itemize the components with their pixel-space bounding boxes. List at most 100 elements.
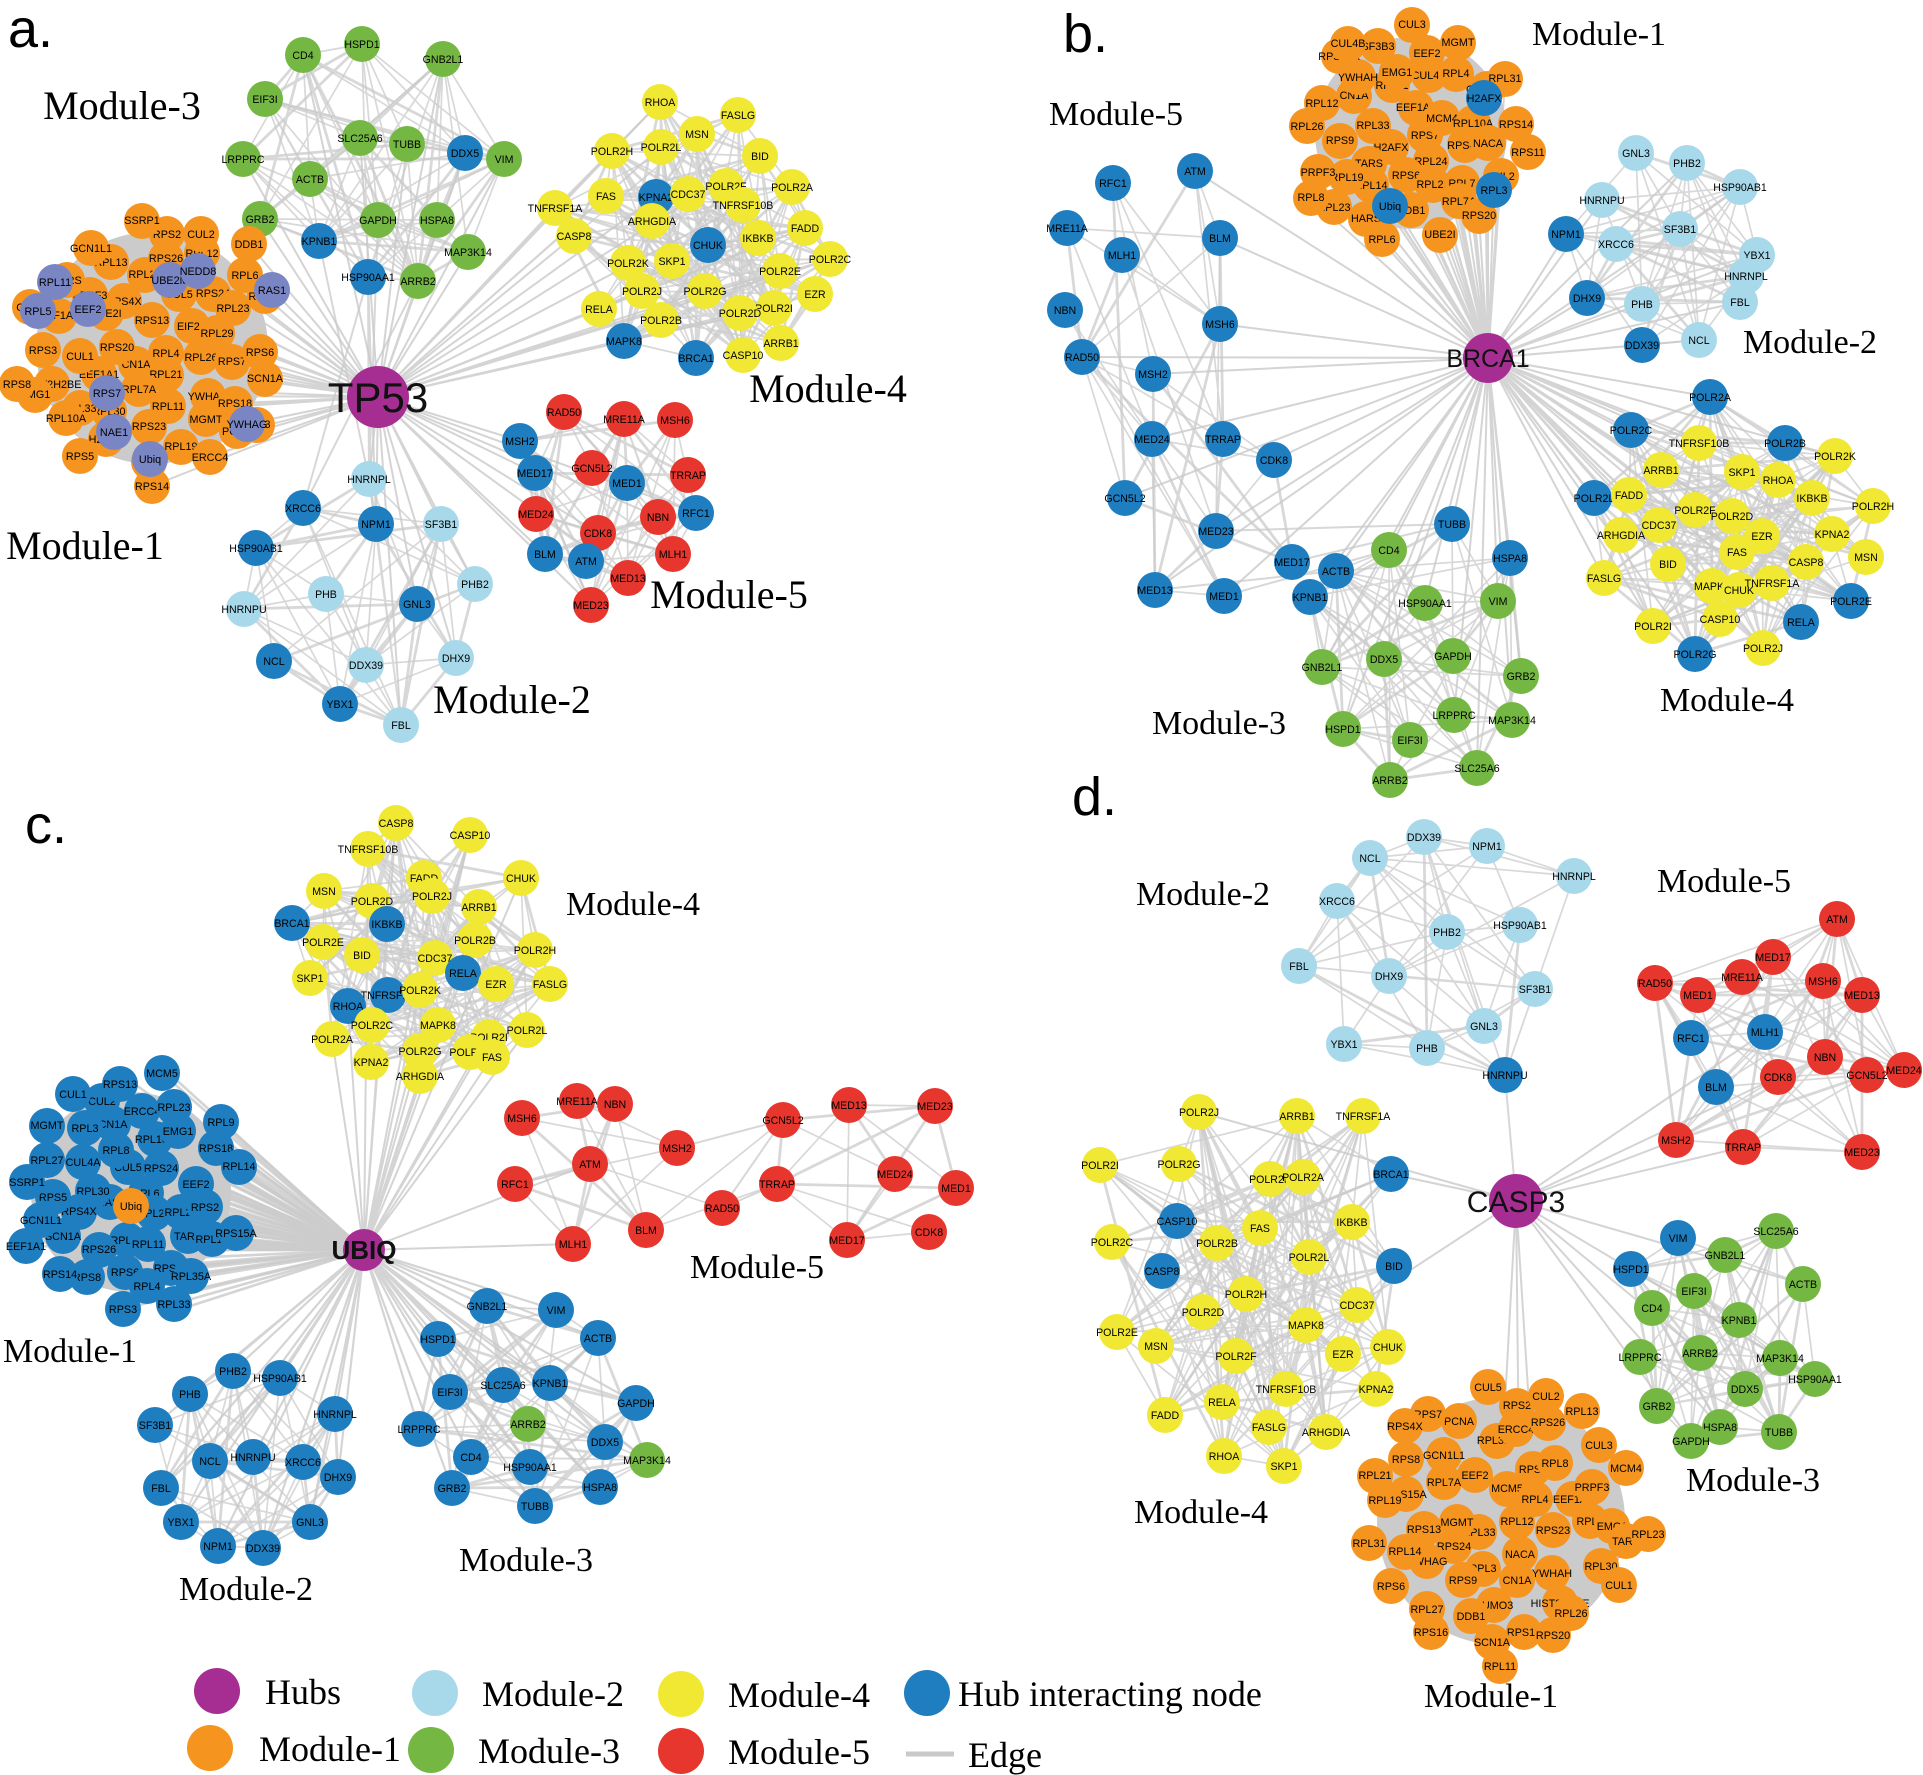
svg-text:H2AFX: H2AFX — [1467, 93, 1502, 105]
svg-text:EZR: EZR — [1332, 1349, 1354, 1361]
svg-text:CDC37: CDC37 — [418, 953, 453, 965]
svg-text:SF3B1: SF3B1 — [139, 1420, 171, 1432]
svg-text:RPL8: RPL8 — [1541, 1458, 1568, 1470]
svg-text:POLR2F: POLR2F — [1215, 1351, 1257, 1363]
svg-text:RPL3: RPL3 — [1480, 185, 1507, 197]
svg-text:BRCA1: BRCA1 — [1446, 345, 1529, 373]
svg-text:RPS15A: RPS15A — [215, 1228, 257, 1240]
svg-text:CHUK: CHUK — [693, 240, 723, 252]
svg-text:Module-3: Module-3 — [478, 1731, 620, 1771]
svg-text:HNRNPL: HNRNPL — [1724, 271, 1768, 283]
svg-text:Module-1: Module-1 — [3, 1333, 137, 1370]
svg-text:GNL3: GNL3 — [1470, 1021, 1498, 1033]
svg-text:GNB2L1: GNB2L1 — [467, 1301, 508, 1313]
svg-text:SKP1: SKP1 — [1270, 1461, 1297, 1473]
svg-text:Module-2: Module-2 — [179, 1571, 313, 1608]
svg-text:Hubs: Hubs — [265, 1672, 341, 1712]
svg-text:RPS6: RPS6 — [1392, 170, 1420, 182]
svg-text:MAP3K14: MAP3K14 — [1756, 1353, 1804, 1365]
svg-text:HSPD1: HSPD1 — [1325, 724, 1360, 736]
svg-text:CN1A: CN1A — [99, 1119, 129, 1131]
svg-text:MSN: MSN — [1854, 552, 1878, 564]
svg-text:GNB2L1: GNB2L1 — [423, 54, 464, 66]
svg-text:SKP1: SKP1 — [1728, 467, 1755, 479]
svg-text:RPS9: RPS9 — [1449, 1575, 1477, 1587]
svg-text:POLR2I: POLR2I — [755, 303, 793, 315]
svg-text:RPS23: RPS23 — [1536, 1525, 1570, 1537]
svg-text:RPL10A: RPL10A — [46, 413, 87, 425]
svg-text:RPS4X: RPS4X — [61, 1206, 96, 1218]
svg-text:HNRNPL: HNRNPL — [313, 1409, 357, 1421]
svg-text:POLR2J: POLR2J — [1179, 1107, 1219, 1119]
svg-text:SCN1A: SCN1A — [1474, 1637, 1511, 1649]
svg-text:SF3B1: SF3B1 — [1664, 224, 1696, 236]
svg-text:FASLG: FASLG — [1252, 1422, 1286, 1434]
svg-text:MED1: MED1 — [612, 478, 642, 490]
svg-text:MED24: MED24 — [518, 509, 553, 521]
svg-text:RPS8: RPS8 — [1392, 1454, 1420, 1466]
svg-text:TUBB: TUBB — [393, 139, 421, 151]
svg-text:GAPDH: GAPDH — [359, 215, 397, 227]
svg-text:BLM: BLM — [1209, 233, 1231, 245]
svg-text:RPS24: RPS24 — [144, 1163, 178, 1175]
svg-text:NPM1: NPM1 — [1551, 229, 1581, 241]
svg-text:EZR: EZR — [485, 979, 507, 991]
svg-text:BRCA1: BRCA1 — [1373, 1169, 1408, 1181]
svg-text:Module-5: Module-5 — [1657, 863, 1791, 900]
svg-text:FADD: FADD — [1151, 1410, 1180, 1422]
svg-text:POLR2G: POLR2G — [399, 1046, 442, 1058]
svg-text:GCN1L1: GCN1L1 — [70, 243, 112, 255]
svg-text:ARRB1: ARRB1 — [1643, 465, 1678, 477]
svg-text:MED17: MED17 — [1755, 952, 1790, 964]
svg-text:Module-4: Module-4 — [566, 886, 700, 923]
svg-text:Module-4: Module-4 — [1660, 682, 1794, 719]
svg-text:POLR2B: POLR2B — [454, 935, 496, 947]
svg-text:RPS11: RPS11 — [1511, 147, 1544, 159]
svg-text:XRCC6: XRCC6 — [1598, 239, 1634, 251]
svg-text:EMG1: EMG1 — [163, 1126, 194, 1138]
svg-text:XRCC6: XRCC6 — [1319, 896, 1355, 908]
svg-text:EEF2: EEF2 — [1413, 48, 1440, 60]
svg-text:HSPD1: HSPD1 — [1613, 1264, 1648, 1276]
svg-text:ERCC4: ERCC4 — [192, 452, 229, 464]
svg-text:ARRB1: ARRB1 — [763, 338, 798, 350]
svg-text:POLR2A: POLR2A — [1282, 1172, 1325, 1184]
svg-text:RPS8: RPS8 — [73, 1272, 101, 1284]
svg-text:POLR2B: POLR2B — [640, 315, 682, 327]
svg-text:PHB: PHB — [179, 1389, 201, 1401]
svg-text:RPL33: RPL33 — [157, 1299, 190, 1311]
svg-text:GCN1L1: GCN1L1 — [20, 1215, 62, 1227]
svg-text:Module-5: Module-5 — [1049, 96, 1183, 133]
svg-text:CASP10: CASP10 — [1700, 614, 1741, 626]
svg-text:POLR2J: POLR2J — [412, 891, 452, 903]
svg-text:POLR2G: POLR2G — [684, 286, 727, 298]
svg-text:MAP3K14: MAP3K14 — [623, 1455, 671, 1467]
svg-text:CHUK: CHUK — [506, 873, 536, 885]
svg-text:BRCA1: BRCA1 — [274, 918, 309, 930]
svg-text:RHOA: RHOA — [645, 97, 677, 109]
svg-text:FAS: FAS — [482, 1052, 502, 1064]
svg-text:Module-2: Module-2 — [482, 1674, 624, 1714]
svg-text:EEF2: EEF2 — [182, 1179, 209, 1191]
svg-text:RPL29: RPL29 — [200, 328, 233, 340]
svg-text:BID: BID — [1385, 1261, 1403, 1273]
svg-text:TRRAP: TRRAP — [670, 470, 706, 482]
svg-text:SLC25A6: SLC25A6 — [1454, 763, 1499, 775]
svg-text:RPL5: RPL5 — [24, 306, 51, 318]
svg-text:RPL4: RPL4 — [133, 1281, 160, 1293]
svg-text:GNL3: GNL3 — [403, 599, 431, 611]
svg-text:NBN: NBN — [604, 1099, 626, 1111]
svg-text:MLH1: MLH1 — [559, 1239, 587, 1251]
svg-text:HNRNPL: HNRNPL — [347, 474, 391, 486]
svg-text:GAPDH: GAPDH — [617, 1398, 655, 1410]
svg-text:MSH2: MSH2 — [1661, 1135, 1691, 1147]
svg-text:LRPPRC: LRPPRC — [1433, 710, 1476, 722]
svg-text:Module-4: Module-4 — [749, 366, 907, 411]
svg-text:b.: b. — [1063, 4, 1108, 64]
svg-text:EEF1A1: EEF1A1 — [6, 1241, 46, 1253]
svg-text:MSN: MSN — [685, 129, 709, 141]
svg-text:IKBKB: IKBKB — [371, 919, 402, 931]
svg-text:RPL7A: RPL7A — [1427, 1477, 1462, 1489]
svg-text:KPNB1: KPNB1 — [533, 1378, 568, 1390]
svg-text:ARRB1: ARRB1 — [461, 902, 496, 914]
